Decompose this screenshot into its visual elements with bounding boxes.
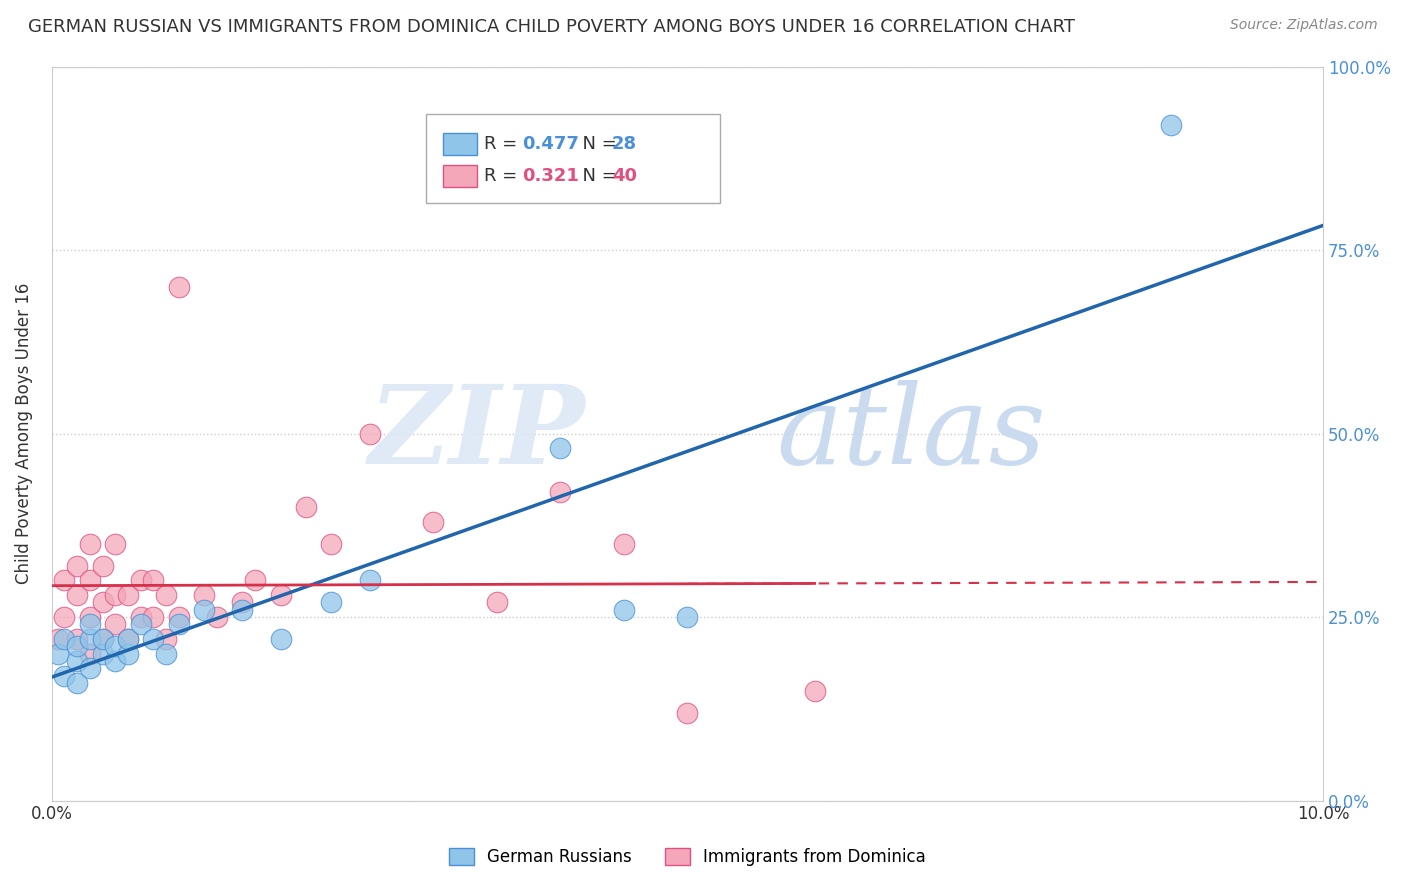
Text: N =: N =	[571, 135, 623, 153]
Point	[117, 588, 139, 602]
Text: GERMAN RUSSIAN VS IMMIGRANTS FROM DOMINICA CHILD POVERTY AMONG BOYS UNDER 16 COR: GERMAN RUSSIAN VS IMMIGRANTS FROM DOMINI…	[28, 18, 1076, 36]
Point	[167, 280, 190, 294]
Text: ZIP: ZIP	[370, 380, 586, 487]
Point	[155, 632, 177, 647]
Point	[117, 632, 139, 647]
Point	[155, 647, 177, 661]
Point	[295, 500, 318, 514]
Point	[104, 617, 127, 632]
Point	[142, 610, 165, 624]
Point	[66, 632, 89, 647]
Point	[104, 588, 127, 602]
Point	[270, 632, 292, 647]
Text: 0.321: 0.321	[522, 167, 579, 186]
Point	[193, 603, 215, 617]
Point	[243, 574, 266, 588]
Text: 40: 40	[612, 167, 637, 186]
Point	[359, 574, 381, 588]
Text: N =: N =	[571, 167, 623, 186]
Point	[676, 706, 699, 720]
Point	[142, 632, 165, 647]
Point	[91, 632, 114, 647]
Point	[270, 588, 292, 602]
Point	[79, 574, 101, 588]
Point	[79, 647, 101, 661]
Text: 28: 28	[612, 135, 637, 153]
Point	[167, 617, 190, 632]
Point	[53, 610, 76, 624]
Point	[117, 647, 139, 661]
Point	[46, 632, 69, 647]
Point	[79, 617, 101, 632]
Point	[155, 588, 177, 602]
Point	[66, 640, 89, 654]
Point	[53, 574, 76, 588]
Point	[66, 588, 89, 602]
Point	[422, 515, 444, 529]
Point	[53, 632, 76, 647]
Point	[485, 595, 508, 609]
Point	[53, 669, 76, 683]
Point	[79, 632, 101, 647]
Point	[359, 426, 381, 441]
Point	[104, 537, 127, 551]
Point	[321, 537, 343, 551]
Point	[550, 485, 572, 500]
Point	[129, 610, 152, 624]
Text: R =: R =	[484, 167, 523, 186]
Point	[193, 588, 215, 602]
Point	[129, 617, 152, 632]
Point	[79, 661, 101, 675]
Point	[46, 647, 69, 661]
Legend: German Russians, Immigrants from Dominica: German Russians, Immigrants from Dominic…	[449, 847, 927, 866]
Point	[1160, 118, 1182, 132]
Point	[66, 676, 89, 690]
Point	[79, 610, 101, 624]
Point	[104, 640, 127, 654]
Text: R =: R =	[484, 135, 523, 153]
Point	[117, 632, 139, 647]
Point	[321, 595, 343, 609]
Point	[613, 537, 636, 551]
Point	[91, 647, 114, 661]
Y-axis label: Child Poverty Among Boys Under 16: Child Poverty Among Boys Under 16	[15, 283, 32, 584]
Point	[66, 558, 89, 573]
Point	[91, 632, 114, 647]
Point	[231, 595, 253, 609]
Text: atlas: atlas	[776, 380, 1046, 487]
Point	[205, 610, 228, 624]
Text: Source: ZipAtlas.com: Source: ZipAtlas.com	[1230, 18, 1378, 32]
Point	[803, 683, 825, 698]
Point	[676, 610, 699, 624]
Point	[550, 442, 572, 456]
Point	[104, 654, 127, 668]
Point	[66, 654, 89, 668]
Point	[79, 537, 101, 551]
Point	[142, 574, 165, 588]
Point	[91, 558, 114, 573]
Point	[613, 603, 636, 617]
Point	[231, 603, 253, 617]
Text: 0.477: 0.477	[522, 135, 579, 153]
Point	[91, 595, 114, 609]
Point	[129, 574, 152, 588]
Point	[167, 610, 190, 624]
